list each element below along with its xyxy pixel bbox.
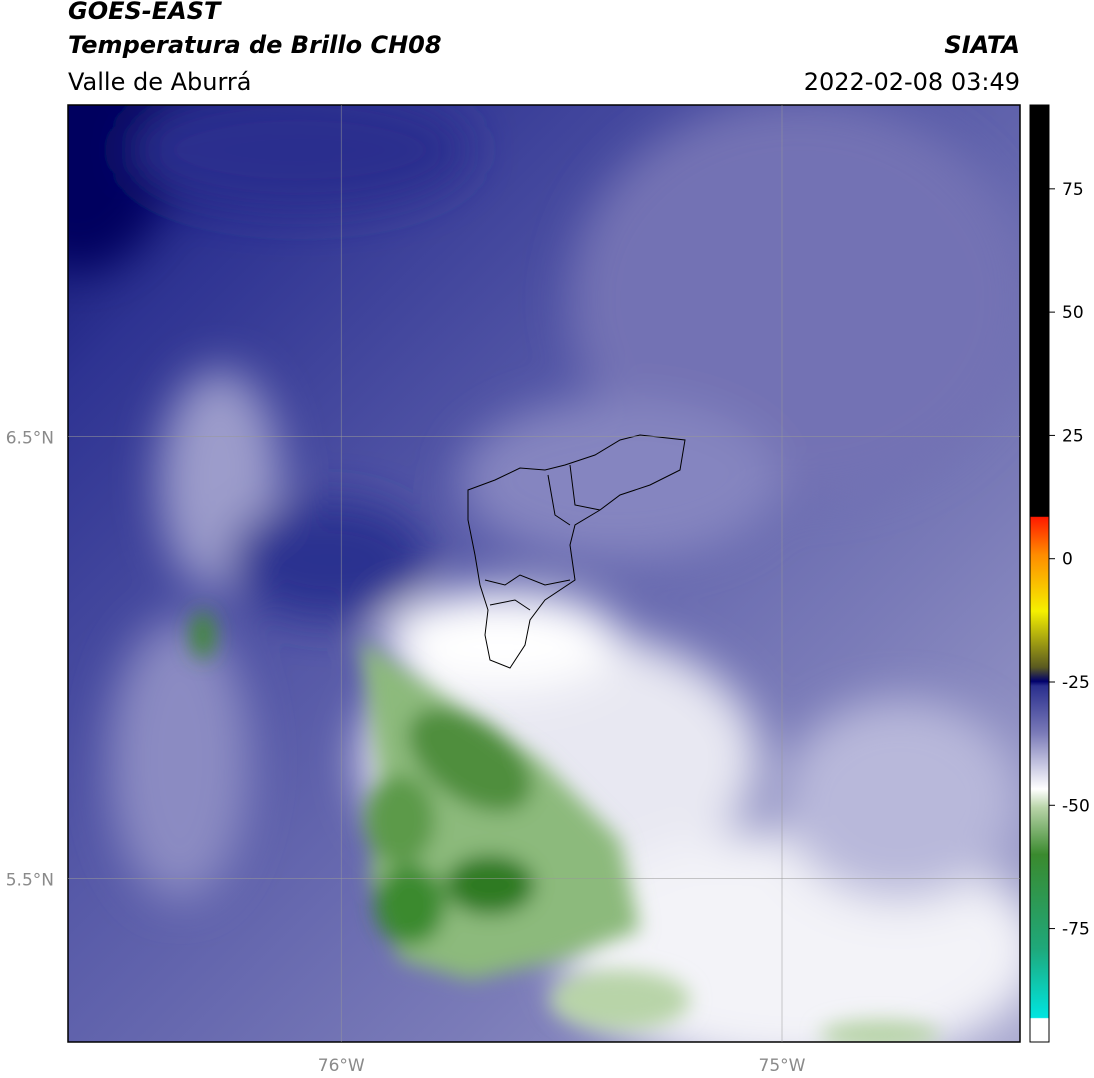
lon-tick-label: 75°W: [759, 1056, 806, 1076]
map-frame: [67, 104, 1021, 1043]
colorbar-tick-label: 25: [1062, 426, 1084, 446]
satellite-image: [68, 105, 1020, 1042]
source: SIATA: [944, 31, 1020, 59]
lon-tick-label: 76°W: [318, 1056, 365, 1076]
title: GOES-EAST: [68, 0, 222, 25]
region: Valle de Aburrá: [68, 68, 252, 96]
valley-outline: [467, 434, 686, 669]
lat-tick-label: 6.5°N: [6, 428, 54, 448]
lat-tick-label: 5.5°N: [6, 870, 54, 890]
colorbar-tick-label: -50: [1062, 796, 1090, 816]
subtitle: Temperatura de Brillo CH08: [68, 31, 442, 59]
colorbar-tick-label: -75: [1062, 920, 1090, 940]
colorbar-tick-label: 50: [1062, 303, 1084, 323]
colorbar-tick-label: 0: [1062, 550, 1073, 570]
colorbar-tick-label: 75: [1062, 180, 1084, 200]
colorbar-tick-label: -25: [1062, 673, 1090, 693]
colorbar: [1029, 104, 1050, 1043]
datetime: 2022-02-08 03:49: [804, 68, 1020, 96]
